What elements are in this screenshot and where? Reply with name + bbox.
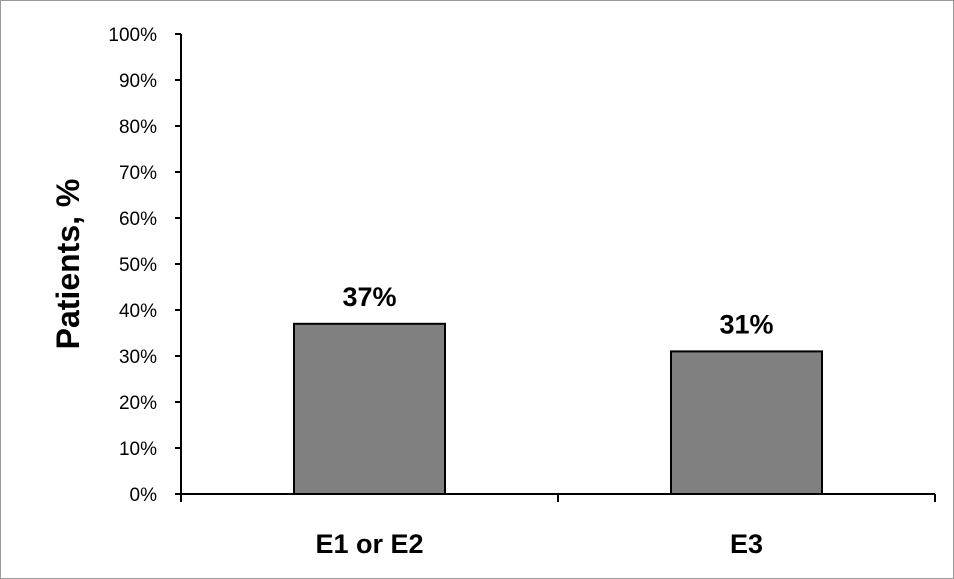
y-tick-label: 30% bbox=[119, 347, 157, 368]
y-tick-label: 80% bbox=[119, 117, 157, 138]
bars: 37% 31% bbox=[293, 282, 823, 495]
bar bbox=[670, 350, 823, 495]
y-tick-label: 10% bbox=[119, 439, 157, 460]
y-tick-label: 40% bbox=[119, 301, 157, 322]
x-category-label: E1 or E2 bbox=[315, 529, 423, 559]
x-category-label: E3 bbox=[730, 529, 763, 559]
bar bbox=[293, 322, 446, 495]
data-label: 31% bbox=[719, 309, 773, 339]
x-axis-ticks: E1 or E2 E3 bbox=[180, 494, 936, 559]
y-axis-title: Patients, % bbox=[50, 179, 86, 350]
data-label: 37% bbox=[342, 282, 396, 312]
y-tick-label: 90% bbox=[119, 71, 157, 92]
y-axis-ticks: 0% 10% 20% 30% 40% 50% 60% 70% 80% 90% 100% bbox=[108, 25, 181, 506]
y-tick-label: 0% bbox=[130, 485, 158, 506]
y-tick-label: 100% bbox=[108, 25, 157, 46]
y-tick-label: 60% bbox=[119, 209, 157, 230]
y-tick-label: 50% bbox=[119, 255, 157, 276]
y-tick-label: 70% bbox=[119, 163, 157, 184]
y-tick-label: 20% bbox=[119, 393, 157, 414]
